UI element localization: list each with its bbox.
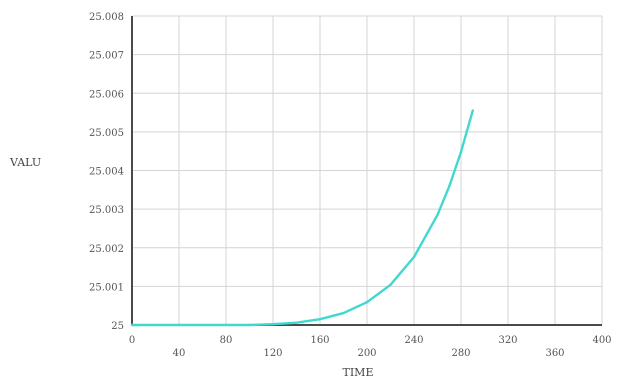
y-tick-label: 25.007 [89, 51, 124, 62]
data-point [412, 255, 416, 259]
data-point [389, 283, 392, 287]
y-tick-label: 25.008 [89, 12, 124, 23]
y-tick-label: 25.003 [89, 205, 124, 216]
y-tick-label: 25.005 [89, 128, 124, 139]
y-tick-label: 25.002 [89, 244, 124, 255]
x-tick-labels: 0 40 80 120 160 200 240 280 320 360 400 [129, 335, 612, 359]
series-line [130, 109, 474, 327]
data-point [224, 323, 228, 327]
data-point [248, 323, 251, 327]
x-tick-label: 240 [404, 335, 423, 346]
x-tick-label: 80 [220, 335, 233, 346]
x-tick-label: 400 [592, 335, 611, 346]
data-point [295, 321, 298, 324]
x-tick-label: 160 [310, 335, 329, 346]
y-tick-label: 25 [111, 321, 124, 332]
data-point [271, 323, 275, 326]
grid [132, 15, 603, 325]
data-point [130, 323, 134, 327]
data-point [342, 311, 345, 315]
data-point [318, 318, 322, 321]
data-point [177, 323, 181, 327]
y-tick-label: 25.001 [89, 282, 124, 293]
y-tick-labels: 25 25.001 25.002 25.003 25.004 25.005 25.006 25… [89, 12, 124, 332]
x-tick-label: 280 [451, 348, 470, 359]
y-tick-label: 25.006 [89, 89, 124, 100]
x-axis-title: TIME [343, 366, 374, 379]
y-axis-title: VALU [9, 156, 41, 169]
x-tick-label: 200 [357, 348, 376, 359]
series-layer [130, 109, 474, 327]
x-tick-label: 120 [263, 348, 282, 359]
x-tick-label: 40 [173, 348, 186, 359]
data-point [459, 150, 463, 154]
data-point [436, 213, 439, 217]
data-point [448, 185, 451, 188]
data-point [471, 109, 474, 112]
data-point [365, 301, 369, 304]
x-tick-label: 360 [545, 348, 564, 359]
x-tick-label: 0 [129, 335, 135, 346]
x-tick-label: 320 [498, 335, 517, 346]
y-tick-label: 25.004 [89, 167, 124, 178]
